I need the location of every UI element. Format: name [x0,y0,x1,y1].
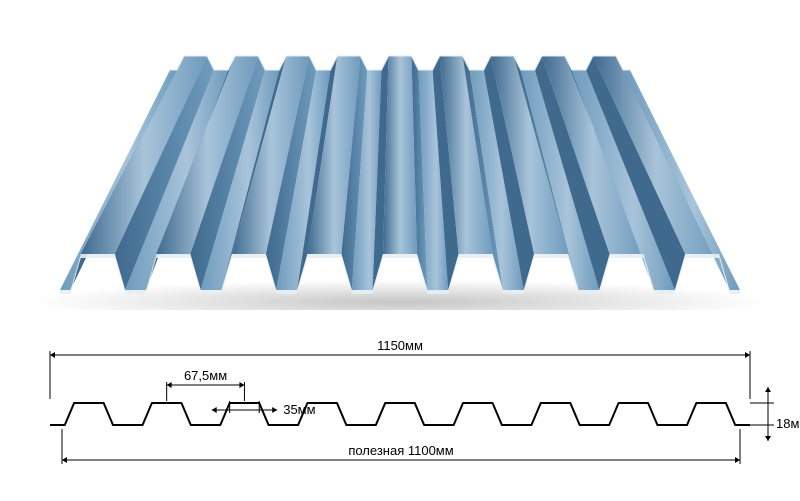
diagram-container: 1150мм полезная 1100мм 67,5мм 35мм 18мм [0,0,800,501]
svg-text:полезная 1100мм: полезная 1100мм [348,443,453,458]
svg-text:1150мм: 1150мм [377,338,423,353]
sheet-3d-render [0,0,800,310]
svg-text:67,5мм: 67,5мм [184,368,227,383]
svg-text:35мм: 35мм [283,402,315,417]
svg-text:18мм: 18мм [776,416,800,431]
cross-section-drawing: 1150мм полезная 1100мм 67,5мм 35мм 18мм [0,310,800,501]
